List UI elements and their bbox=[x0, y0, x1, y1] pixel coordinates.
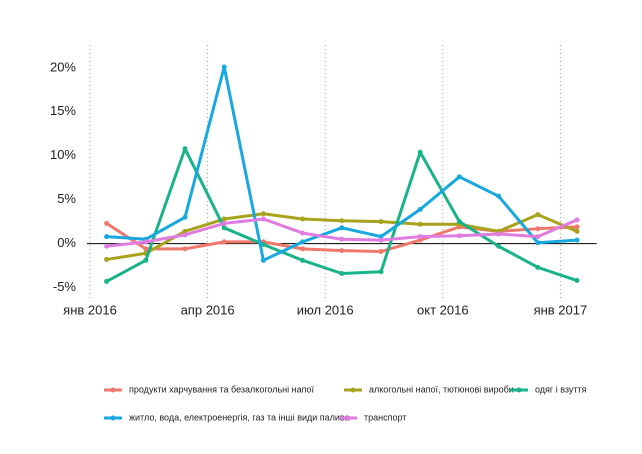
point bbox=[378, 234, 384, 240]
point bbox=[574, 237, 580, 243]
point bbox=[300, 216, 306, 222]
legend-label: транспорт bbox=[364, 412, 406, 422]
point bbox=[182, 228, 188, 234]
point bbox=[260, 216, 266, 222]
legend-dot bbox=[110, 387, 116, 393]
point bbox=[456, 174, 462, 180]
point bbox=[339, 236, 345, 242]
point bbox=[221, 225, 227, 231]
point bbox=[535, 264, 541, 270]
point bbox=[104, 220, 110, 226]
point bbox=[496, 231, 502, 237]
point bbox=[339, 248, 345, 254]
legend-dot bbox=[345, 415, 351, 421]
point bbox=[535, 234, 541, 240]
series-line bbox=[105, 147, 578, 283]
y-tick-label: 0% bbox=[57, 235, 76, 250]
legend-label: одяг і взуття bbox=[535, 384, 587, 394]
y-tick-label: 20% bbox=[50, 59, 76, 74]
point bbox=[339, 271, 345, 277]
y-tick-label: 10% bbox=[50, 147, 76, 162]
point bbox=[496, 193, 502, 199]
point bbox=[417, 234, 423, 240]
point bbox=[143, 257, 149, 263]
x-tick-label: окт 2016 bbox=[417, 302, 469, 317]
point bbox=[182, 232, 188, 238]
point bbox=[417, 237, 423, 243]
point bbox=[456, 219, 462, 225]
point bbox=[300, 239, 306, 245]
legend-label: алкогольні напої, тютюнові вироби bbox=[369, 384, 514, 394]
y-tick-label: -5% bbox=[53, 279, 77, 294]
point bbox=[496, 243, 502, 249]
point bbox=[535, 212, 541, 218]
point bbox=[182, 246, 188, 252]
x-tick-label: июл 2016 bbox=[297, 302, 354, 317]
point bbox=[417, 221, 423, 227]
point bbox=[339, 218, 345, 224]
point bbox=[300, 230, 306, 236]
point bbox=[104, 256, 110, 262]
legend-label: житло, вода, електроенергія, газ та інші… bbox=[129, 412, 350, 422]
point bbox=[260, 242, 266, 248]
x-tick-label: янв 2017 bbox=[534, 302, 588, 317]
point bbox=[574, 224, 580, 230]
legend-dot bbox=[516, 387, 522, 393]
legend-dot bbox=[110, 415, 116, 421]
point bbox=[143, 239, 149, 245]
point bbox=[104, 278, 110, 284]
y-tick-label: 15% bbox=[50, 103, 76, 118]
point bbox=[417, 149, 423, 155]
point bbox=[378, 219, 384, 225]
point bbox=[339, 225, 345, 231]
point bbox=[104, 234, 110, 240]
point bbox=[417, 206, 423, 212]
point bbox=[535, 226, 541, 232]
point bbox=[221, 64, 227, 70]
point bbox=[574, 217, 580, 223]
point bbox=[104, 243, 110, 249]
point bbox=[378, 249, 384, 255]
point bbox=[143, 246, 149, 252]
point bbox=[182, 146, 188, 152]
point bbox=[535, 240, 541, 246]
y-tick-label: 5% bbox=[57, 191, 76, 206]
point bbox=[378, 237, 384, 243]
x-tick-label: апр 2016 bbox=[181, 302, 235, 317]
point bbox=[300, 246, 306, 252]
point bbox=[221, 220, 227, 226]
x-tick-label: янв 2016 bbox=[63, 302, 117, 317]
point bbox=[378, 269, 384, 275]
point bbox=[221, 216, 227, 222]
legend-label: продукти харчування та безалкогольні нап… bbox=[129, 384, 315, 394]
legend-dot bbox=[350, 387, 356, 393]
point bbox=[456, 233, 462, 239]
point bbox=[260, 211, 266, 217]
point bbox=[182, 214, 188, 220]
point bbox=[574, 278, 580, 284]
point bbox=[300, 257, 306, 263]
point bbox=[260, 257, 266, 263]
point bbox=[221, 239, 227, 245]
point bbox=[574, 228, 580, 234]
